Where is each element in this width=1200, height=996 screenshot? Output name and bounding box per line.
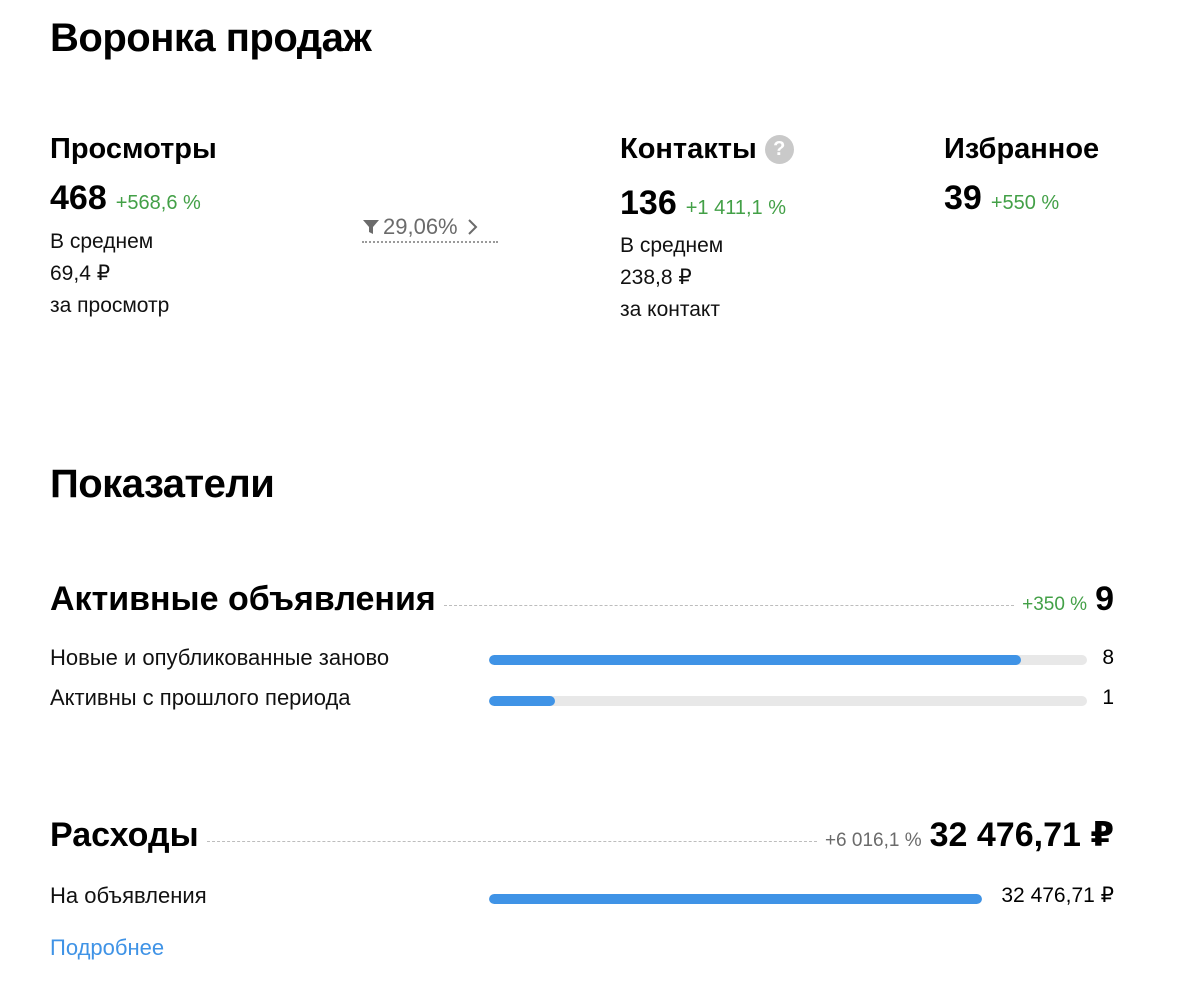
views-average-label: В среднем xyxy=(50,230,154,253)
views-value: 468 xyxy=(50,179,107,217)
views-average: В среднем 69,4 ₽ за просмотр xyxy=(50,226,169,322)
expenses-row-value: 32 476,71 ₽ xyxy=(1001,884,1114,907)
favorites-value: 39 xyxy=(944,179,982,217)
active-ads-row-value: 8 xyxy=(1102,646,1114,669)
active-ads-row-label: Активны с прошлого периода xyxy=(50,685,351,710)
filter-icon xyxy=(362,218,380,236)
active-ads-row-bar xyxy=(489,655,1087,665)
contacts-delta: +1 411,1 % xyxy=(685,197,786,219)
contacts-stat: 136 +1 411,1 % xyxy=(620,186,786,220)
views-label: Просмотры xyxy=(50,133,217,165)
expenses-row-bar-fill xyxy=(489,894,982,904)
conversion-value: 29,06% xyxy=(383,214,458,239)
funnel-title: Воронка продаж xyxy=(50,16,372,60)
views-stat: 468 +568,6 % xyxy=(50,181,201,215)
contacts-header: Контакты ? xyxy=(620,135,794,164)
chevron-right-icon xyxy=(467,217,479,237)
favorites-delta: +550 % xyxy=(990,192,1060,214)
active-ads-row-bar-fill xyxy=(489,655,1021,665)
help-icon[interactable]: ? xyxy=(764,135,794,164)
active-ads-row-value: 1 xyxy=(1102,686,1114,709)
contacts-average-value: 238,8 ₽ xyxy=(620,266,692,289)
expenses-delta: +6 016,1 % xyxy=(824,830,922,851)
contacts-average-label: В среднем xyxy=(620,234,724,257)
contacts-label: Контакты xyxy=(620,133,757,165)
active-ads-header: Активные объявления +350 % 9 xyxy=(50,582,1114,616)
active-ads-row-bar xyxy=(489,696,1087,706)
active-ads-row-bar-fill xyxy=(489,696,556,706)
more-details-link[interactable]: Подробнее xyxy=(50,935,165,960)
expenses-total: 32 476,71 ₽ xyxy=(929,816,1114,854)
expenses-header: Расходы +6 016,1 % 32 476,71 ₽ xyxy=(50,818,1114,852)
expenses-row-label: На объявления xyxy=(50,883,207,908)
favorites-label: Избранное xyxy=(944,133,1100,165)
dotted-leader xyxy=(443,605,1015,606)
metrics-title: Показатели xyxy=(50,462,275,506)
contacts-value: 136 xyxy=(620,184,677,222)
views-average-value: 69,4 ₽ xyxy=(50,262,111,285)
favorites-stat: 39 +550 % xyxy=(944,181,1059,215)
views-delta: +568,6 % xyxy=(115,192,201,214)
dotted-leader xyxy=(206,841,817,842)
contacts-average-unit: за контакт xyxy=(620,298,720,321)
views-average-unit: за просмотр xyxy=(50,294,170,317)
active-ads-total: 9 xyxy=(1095,580,1114,618)
contacts-average: В среднем 238,8 ₽ за контакт xyxy=(620,230,723,326)
expenses-title: Расходы xyxy=(50,816,199,854)
expenses-row-bar xyxy=(489,894,982,904)
active-ads-title: Активные объявления xyxy=(50,580,436,618)
active-ads-delta: +350 % xyxy=(1022,594,1088,615)
conversion-rate[interactable]: 29,06% xyxy=(362,216,498,243)
active-ads-row-label: Новые и опубликованные заново xyxy=(50,645,390,670)
